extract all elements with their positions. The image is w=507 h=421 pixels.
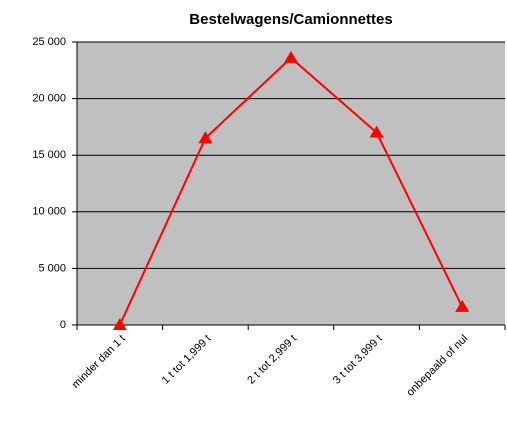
y-tick-label: 20 000 (32, 93, 66, 105)
point-marker (112, 318, 127, 330)
point-marker (284, 50, 298, 63)
point-marker (455, 299, 470, 312)
y-tick-label: 0 (60, 319, 66, 331)
x-tick-label: 3 t tot 3,999 t (331, 333, 385, 387)
chart-title: Bestelwagens/Camionnettes (189, 11, 392, 28)
point-marker (198, 131, 213, 144)
y-tick-label: 10 000 (32, 206, 66, 218)
x-tick-label: minder dan 1 t (70, 333, 128, 391)
x-tick-label: 1 t tot 1,999 t (160, 333, 214, 387)
x-tick-label: 2 t tot 2,999 t (245, 333, 299, 387)
plot-area (77, 42, 505, 325)
point-marker (369, 125, 384, 138)
y-tick-label: 15 000 (32, 149, 66, 161)
x-tick-label: onbepaald of nul (404, 333, 470, 399)
y-tick-label: 25 000 (32, 36, 66, 48)
y-tick-label: 5 000 (38, 262, 66, 274)
